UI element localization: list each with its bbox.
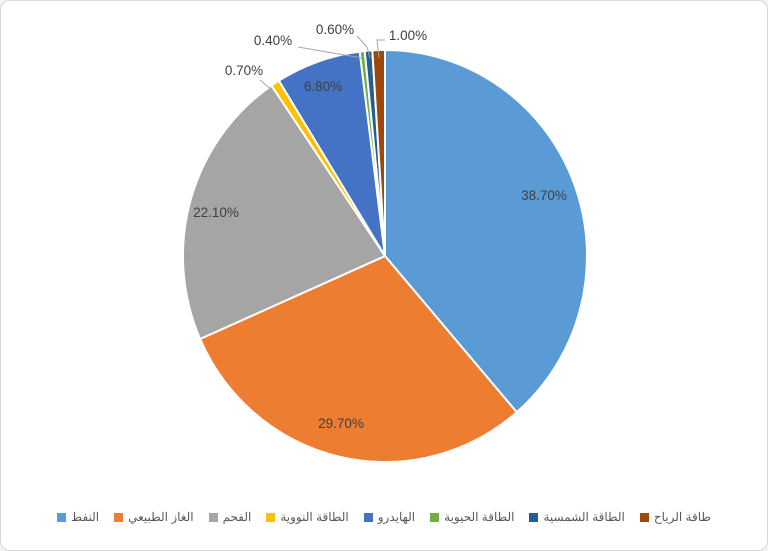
legend-swatch-6 [529,512,539,522]
legend-swatch-1 [114,512,124,522]
legend-label-7: طاقة الرياح [653,510,711,524]
leader-line-6 [356,35,371,59]
legend-item-6[interactable]: الطاقة الشمسية [529,510,625,524]
legend-item-2[interactable]: الفحم [208,510,252,524]
legend: النفط الغاز الطبيعي الفحم الطاقة النووية اله… [1,510,767,524]
legend-item-4[interactable]: الهايدرو [363,510,416,524]
data-label-2: 22.10% [193,205,239,220]
legend-swatch-0 [57,512,67,522]
pie-slice-2[interactable] [181,84,386,340]
legend-item-1[interactable]: الغاز الطبيعي [114,510,194,524]
legend-label-4: الهايدرو [377,510,416,524]
leader-line-3 [259,79,274,92]
legend-label-3: الطاقة النووية [280,510,349,524]
legend-label-0: النفط [71,510,100,524]
legend-swatch-4 [363,512,373,522]
pie-slice-0[interactable] [384,49,588,414]
data-label-3: 0.70% [225,63,263,78]
leader-line-5 [297,46,363,59]
pie-slice-7[interactable] [371,48,386,257]
legend-swatch-5 [430,512,440,522]
data-label-5: 0.40% [254,33,292,48]
legend-swatch-2 [208,512,218,522]
legend-item-3[interactable]: الطاقة النووية [266,510,349,524]
legend-label-2: الفحم [222,510,252,524]
pie-slice-1[interactable] [199,255,518,463]
legend-item-7[interactable]: طاقة الرياح [639,510,711,524]
legend-swatch-3 [266,512,276,522]
legend-item-0[interactable]: النفط [57,510,99,524]
legend-label-6: الطاقة الشمسية [543,510,625,524]
data-label-4: 6.80% [304,79,342,94]
legend-swatch-7 [639,512,649,522]
data-label-0: 38.70% [521,188,567,203]
data-label-1: 29.70% [318,416,364,431]
legend-label-1: الغاز الطبيعي [128,510,194,524]
leader-line-7 [376,39,385,59]
data-label-7: 1.00% [389,28,427,43]
legend-item-5[interactable]: الطاقة الحيوية [430,510,514,524]
data-label-6: 0.60% [316,22,354,37]
legend-label-5: الطاقة الحيوية [444,510,515,524]
